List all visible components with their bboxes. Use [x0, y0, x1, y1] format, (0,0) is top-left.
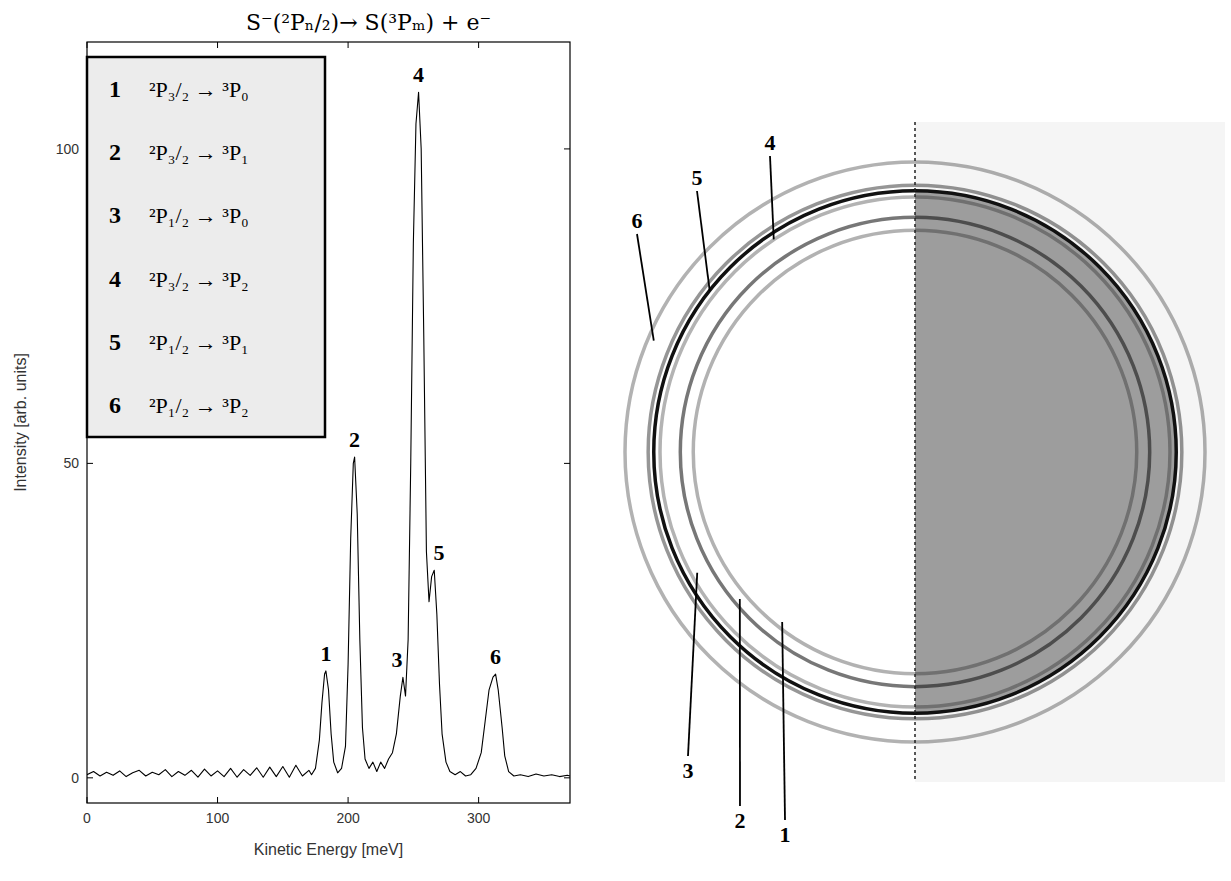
transition-number: 4	[109, 266, 121, 292]
ring-leader	[697, 191, 710, 291]
x-axis-title: Kinetic Energy [meV]	[254, 841, 403, 858]
ring-label: 3	[683, 758, 694, 783]
ring-label: 1	[780, 822, 791, 847]
transition-number: 5	[109, 329, 121, 355]
y-tick	[87, 463, 93, 464]
y-tick	[87, 777, 93, 778]
x-tick	[87, 797, 88, 803]
transition-number: 6	[109, 392, 121, 418]
peak-label: 6	[490, 644, 501, 669]
background	[0, 0, 1231, 881]
transition-text: ²P₃/₂ → ³P₁	[149, 140, 249, 165]
peak-label: 1	[320, 641, 331, 666]
plot-frame	[87, 42, 570, 803]
y-tick-right	[564, 463, 570, 464]
transition-text: ²P₁/₂ → ³P₂	[149, 393, 249, 418]
y-tick-label: 100	[56, 141, 80, 157]
chart-title: S⁻(²Pₙ/₂)→ S(³Pₘ) + e⁻	[246, 10, 491, 35]
y-axis-title: Intensity [arb. units]	[12, 353, 29, 492]
x-tick-top	[87, 42, 88, 48]
transition-number: 3	[109, 202, 121, 228]
transition-text: ²P₁/₂ → ³P₁	[149, 330, 249, 355]
x-tick-label: 0	[83, 810, 91, 826]
ring-leader	[782, 622, 785, 820]
transition-text: ²P₃/₂ → ³P₀	[149, 77, 249, 102]
peak-label: 5	[433, 540, 444, 565]
x-tick-label: 300	[467, 810, 491, 826]
x-tick-top	[348, 42, 349, 48]
peak-label: 2	[349, 427, 360, 452]
ring-label: 2	[735, 808, 746, 833]
x-tick-label: 200	[336, 810, 360, 826]
ring-leader	[739, 599, 741, 806]
y-tick-right	[564, 777, 570, 778]
transition-text: ²P₃/₂ → ³P₂	[149, 267, 249, 292]
ring-label: 4	[765, 130, 776, 155]
peak-label: 4	[413, 62, 424, 87]
x-tick-top	[217, 42, 218, 48]
figure: S⁻(²Pₙ/₂)→ S(³Pₘ) + e⁻ 0 100 200 300 0 50 100 Ki…	[0, 0, 1231, 881]
x-tick	[348, 797, 349, 803]
x-tick-label: 100	[206, 810, 230, 826]
transition-number: 1	[109, 76, 121, 102]
ring-label: 6	[632, 208, 643, 233]
vmi-image	[625, 122, 1225, 782]
ring-leader	[688, 573, 697, 756]
ring-leader	[770, 156, 774, 239]
image-divider	[914, 122, 916, 782]
ring-leader	[637, 234, 654, 341]
transition-box	[87, 57, 325, 437]
x-tick-top	[478, 42, 479, 48]
y-tick-label: 0	[71, 770, 79, 786]
y-tick-right	[564, 148, 570, 149]
transition-text: ²P₁/₂ → ³P₀	[149, 203, 249, 228]
peak-label: 3	[391, 647, 402, 672]
transition-number: 2	[109, 139, 121, 165]
x-tick	[478, 797, 479, 803]
x-tick	[217, 797, 218, 803]
ring-label: 5	[692, 165, 703, 190]
y-tick-label: 50	[63, 455, 79, 471]
